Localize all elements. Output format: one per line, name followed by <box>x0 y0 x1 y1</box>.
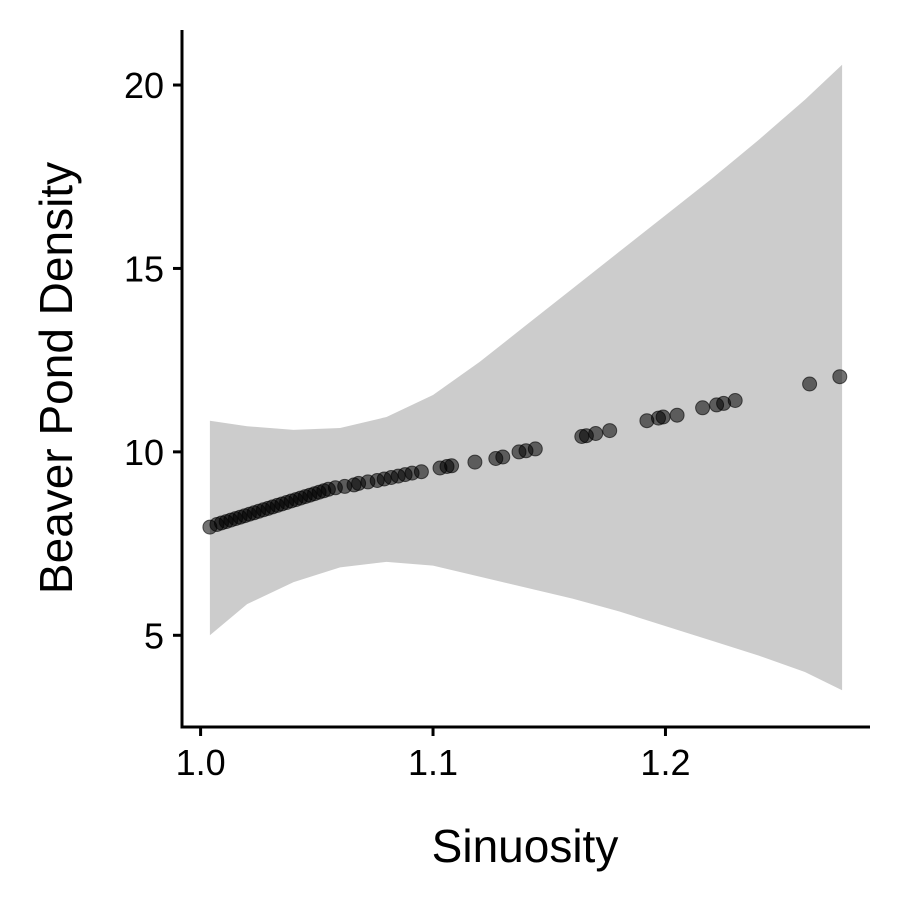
data-point <box>695 400 711 416</box>
data-point <box>495 449 511 465</box>
data-points-layer <box>202 369 848 535</box>
y-tick-label: 10 <box>124 432 164 473</box>
x-tick-label: 1.2 <box>640 742 690 783</box>
data-point <box>832 369 848 385</box>
data-point <box>655 409 671 425</box>
data-point <box>602 423 618 439</box>
data-point <box>413 464 429 480</box>
data-point <box>727 393 743 408</box>
data-point <box>588 426 604 441</box>
data-point <box>444 458 460 474</box>
y-tick-label: 15 <box>124 248 164 289</box>
y-tick-label: 5 <box>144 615 164 656</box>
x-tick-label: 1.0 <box>176 742 226 783</box>
y-tick-label: 20 <box>124 65 164 106</box>
data-point <box>467 454 483 470</box>
x-axis-title: Sinuosity <box>432 820 619 872</box>
y-axis-title: Beaver Pond Density <box>30 162 82 594</box>
data-point <box>527 441 543 457</box>
data-point <box>669 407 685 423</box>
confidence-band-layer <box>209 64 843 691</box>
confidence-band <box>209 64 843 691</box>
x-tick-label: 1.1 <box>408 742 458 783</box>
axes-layer: 1.0 1.1 1.2 5 10 15 20 <box>124 30 870 783</box>
data-point <box>802 376 818 392</box>
